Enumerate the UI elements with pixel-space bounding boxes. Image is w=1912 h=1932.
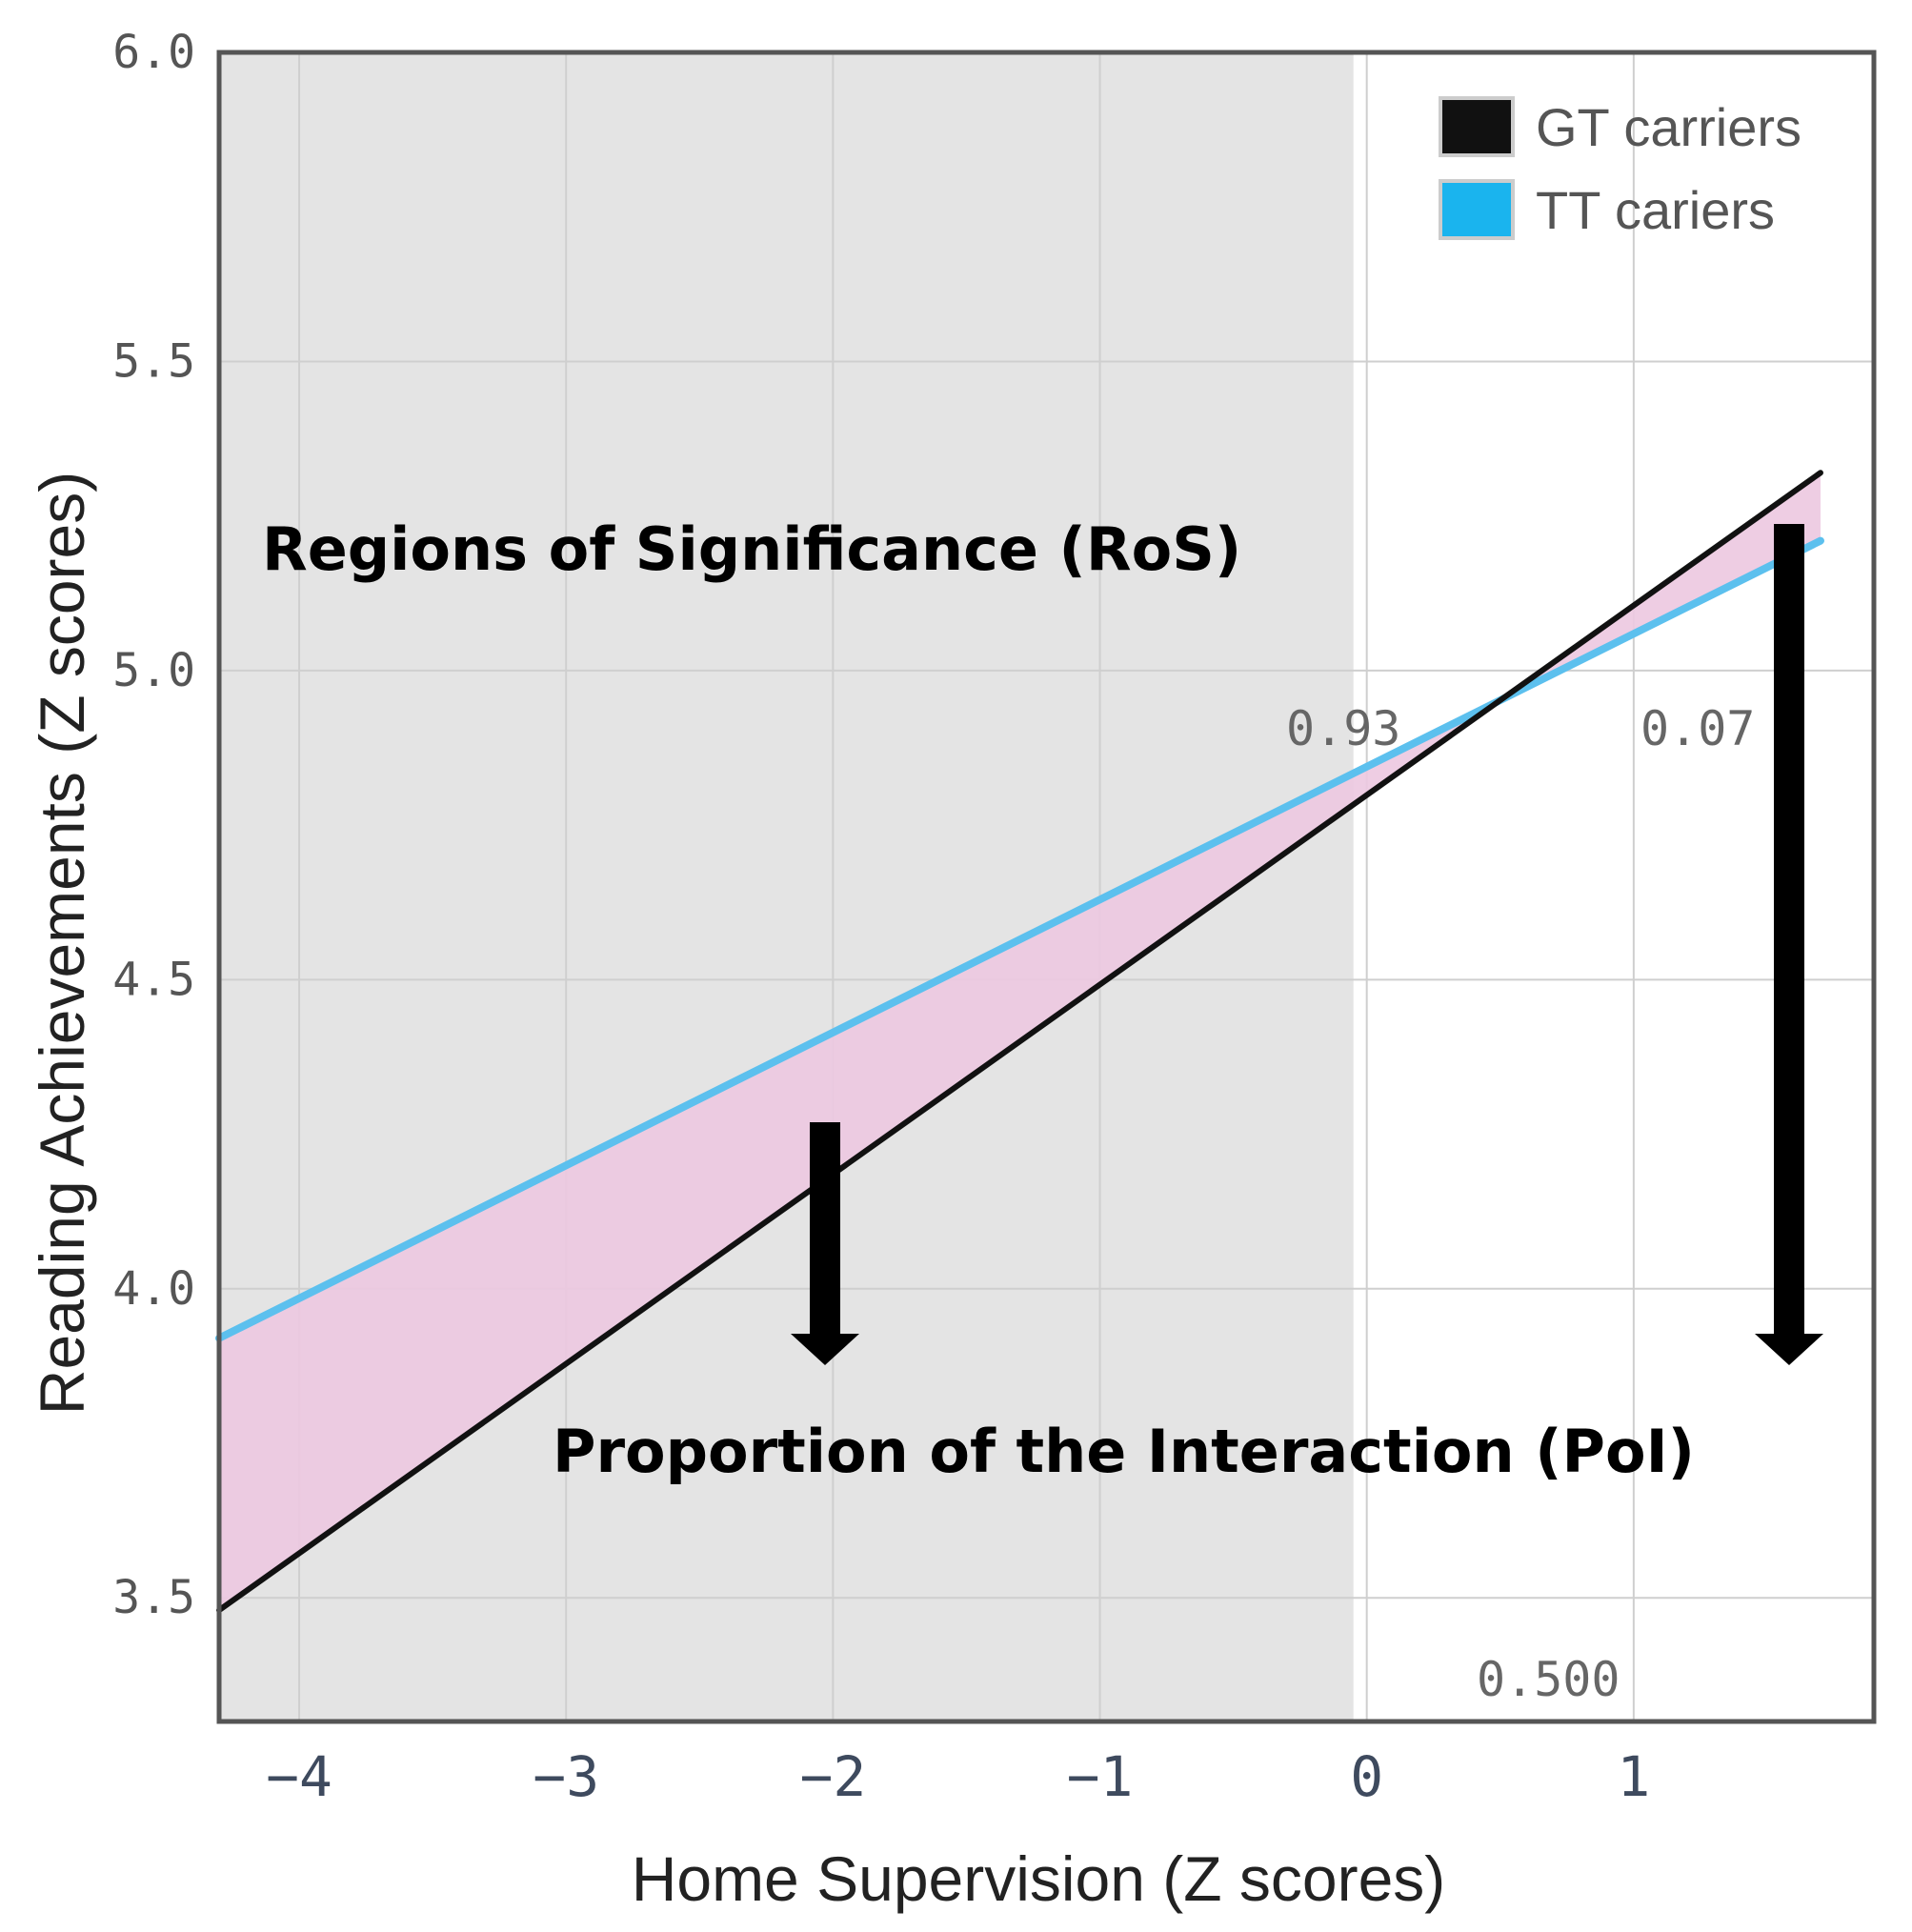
right-down-arrow — [1755, 524, 1823, 1365]
legend-label-gt: GT carriers — [1536, 97, 1801, 157]
x-tick-label: −4 — [266, 1744, 332, 1809]
series-line-tt-carriers — [215, 536, 1824, 1342]
left-proportion-value: 0.93 — [1286, 701, 1400, 756]
y-tick-label: 5.5 — [112, 334, 195, 388]
y-axis-label: Reading Achievements (Z scores) — [27, 472, 97, 1415]
plot-frame — [216, 50, 1877, 1724]
x-tick-label: −3 — [533, 1744, 599, 1809]
y-tick-label: 4.0 — [112, 1262, 195, 1316]
left-down-arrow — [791, 1122, 859, 1365]
y-tick-label: 4.5 — [112, 953, 195, 1006]
legend: GT carriers TT cariers — [1439, 96, 1801, 240]
crossover-value: 0.500 — [1477, 1652, 1620, 1707]
y-tick-label: 5.0 — [112, 644, 195, 697]
series-line-gt-carriers — [216, 470, 1823, 1614]
x-axis-label: Home Supervision (Z scores) — [632, 1843, 1446, 1914]
x-tick-label: −2 — [799, 1744, 866, 1809]
y-tick-label: 6.0 — [112, 26, 195, 79]
y-axis-ticks: 3.5 4.0 4.5 5.0 5.5 6.0 — [112, 26, 195, 1624]
x-tick-label: −1 — [1067, 1744, 1134, 1809]
ros-annotation: Regions of Significance (RoS) — [262, 514, 1241, 584]
x-axis-ticks: −4 −3 −2 −1 0 1 — [266, 1744, 1650, 1809]
y-tick-label: 3.5 — [112, 1571, 195, 1624]
legend-label-tt: TT cariers — [1536, 180, 1775, 240]
x-tick-label: 0 — [1350, 1744, 1383, 1809]
x-tick-label: 1 — [1617, 1744, 1650, 1809]
legend-swatch-gt — [1439, 96, 1515, 157]
legend-swatch-tt — [1439, 179, 1515, 240]
right-proportion-value: 0.07 — [1640, 701, 1755, 756]
poi-annotation: Proportion of the Interaction (PoI) — [553, 1417, 1695, 1486]
